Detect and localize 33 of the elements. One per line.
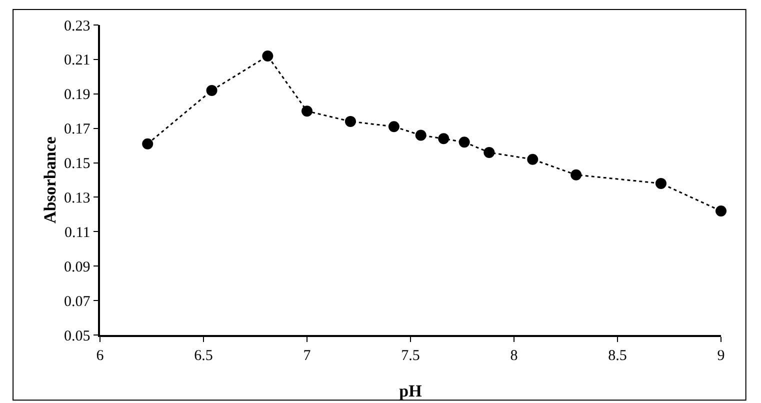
- x-tick-label: 8.5: [608, 348, 627, 364]
- point: [415, 130, 426, 141]
- y-tick-label: 0.11: [64, 224, 90, 241]
- x-tick-label: 7: [303, 348, 312, 364]
- point: [484, 146, 495, 158]
- y-tick-label: 0.07: [64, 294, 91, 310]
- x-tick-label: 8: [510, 348, 518, 364]
- point: [388, 121, 400, 132]
- point: [527, 154, 538, 165]
- point: [716, 206, 726, 216]
- y-tick-label: 0.19: [64, 87, 90, 104]
- point: [142, 138, 154, 150]
- point: [262, 50, 274, 62]
- point: [438, 133, 450, 144]
- x-axis-title: pH: [399, 382, 422, 400]
- y-tick-label: 0.13: [64, 190, 90, 206]
- y-tick-label: 0.21: [64, 52, 90, 69]
- point: [458, 136, 470, 148]
- x-tick-label: 7.5: [401, 348, 420, 364]
- point: [206, 84, 218, 96]
- point: [344, 116, 356, 127]
- y-tick-label: 0.23: [64, 18, 90, 34]
- y-axis-title: Absorbance: [40, 136, 60, 224]
- y-tick-label: 0.17: [64, 122, 91, 138]
- x-tick-label: 6.5: [194, 348, 213, 364]
- point: [570, 169, 582, 180]
- y-tick-label: 0.15: [64, 156, 90, 172]
- point: [302, 106, 312, 117]
- x-tick-label: 6: [96, 348, 104, 364]
- x-tick-label: 9: [717, 348, 725, 364]
- point: [655, 178, 666, 189]
- y-tick-label: 0.05: [64, 328, 90, 344]
- y-tick-label: 0.09: [64, 259, 90, 276]
